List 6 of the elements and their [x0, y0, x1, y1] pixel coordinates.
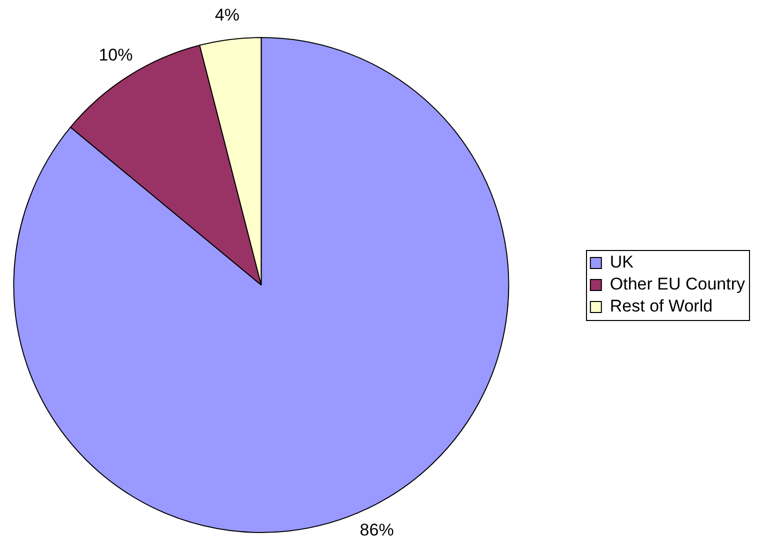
data-label: 10%: [98, 45, 133, 64]
legend-label: UK: [610, 252, 634, 272]
legend-label: Rest of World: [610, 296, 713, 316]
data-label: 4%: [214, 5, 240, 24]
legend-label: Other EU Country: [610, 274, 746, 294]
data-label: 86%: [360, 520, 394, 540]
